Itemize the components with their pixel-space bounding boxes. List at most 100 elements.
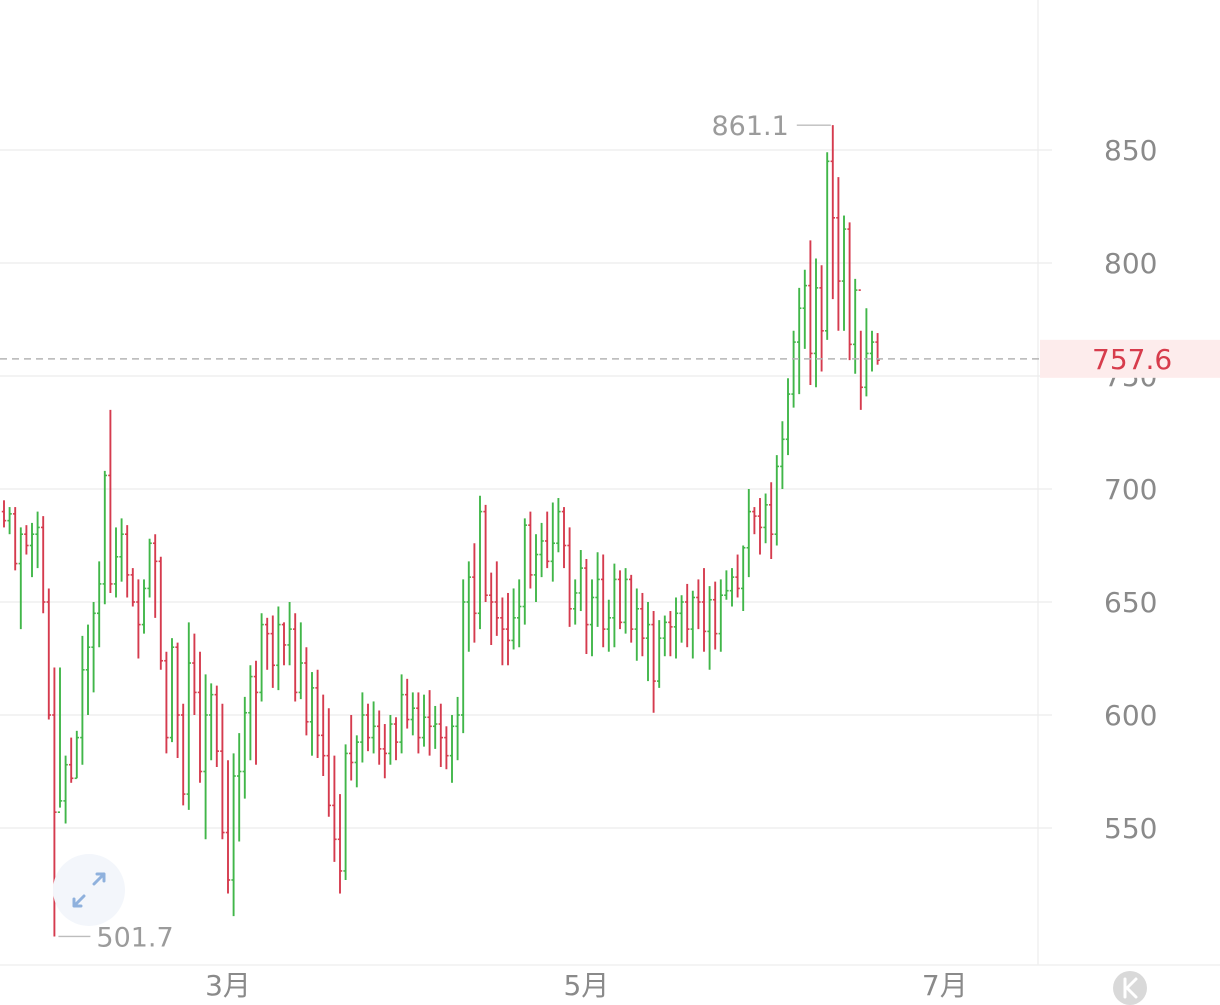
ohlc-bar [293,613,298,702]
ohlc-bar [214,685,219,767]
ohlc-bar [91,602,96,693]
ohlc-bar [629,574,634,643]
x-tick-label: 5月 [563,969,609,1002]
high-annotation: 861.1 [712,111,789,142]
ohlc-bar [63,755,68,824]
ohlc-bar [567,527,572,627]
ohlc-bar [349,715,354,781]
ohlc-bar [606,599,611,652]
ohlc-bar [371,701,376,754]
ohlc-bar [780,421,785,489]
ohlc-bar [365,703,371,752]
ohlc-bar [270,615,275,688]
ohlc-bar [326,708,331,817]
ohlc-bar [209,683,214,761]
ohlc-bar [13,507,18,571]
ohlc-bar [421,694,427,747]
ohlc-bar [231,753,236,917]
kline-badge-glyph [1123,977,1138,999]
ohlc-bar [253,660,259,765]
overlay: 861.1 501.7 757.6 [0,111,1220,1005]
ohlc-bar [354,735,359,788]
ohlc-bar [169,638,175,743]
ohlc-bar [707,586,712,670]
ohlc-bar [281,622,287,666]
ohlc-bar [24,525,29,555]
ohlc-bar [847,222,852,361]
ohlc-bar [662,615,667,657]
ohlc-bar [237,733,242,842]
ohlc-bar [438,703,443,767]
ohlc-bar [461,579,466,734]
ohlc-bar [640,592,645,657]
ohlc-bar [545,511,550,569]
ohlc-bar [511,588,516,650]
ohlc-bar [147,538,152,598]
ohlc-bar [74,730,79,780]
ohlc-bar [477,495,483,630]
ohlc-bar [836,177,841,331]
ohlc-bar [18,527,23,630]
ohlc-bar [696,579,701,630]
ohlc-bar [315,669,320,758]
ohlc-bar [718,579,723,652]
ohlc-bar [651,611,656,713]
ohlc-bar [864,308,869,397]
x-axis: 3月 5月 7月 [205,969,968,1002]
ohlc-bar [276,606,281,691]
ohlc-bar [589,579,595,657]
ohlc-bar [192,633,197,715]
expand-icon-bg [53,854,125,926]
ohlc-bar [623,568,628,634]
ohlc-bar [634,588,639,661]
ohlc-bar [427,690,432,756]
ohlc-bar [774,455,779,546]
ohlc-bar [869,330,875,372]
ohlc-bar [7,507,12,535]
ohlc-bar [164,651,169,754]
ohlc-bar [561,507,567,569]
ohlc-bar [741,545,746,612]
ohlc-bar [57,667,63,813]
ohlc-bar [533,534,539,602]
ohlc-bar [175,642,180,758]
ohlc-bar [304,647,309,736]
ohlc-bar [388,715,393,765]
ohlc-bar [405,678,410,729]
ohlc-bar [203,674,208,840]
ohlc-bar [483,504,488,602]
ohlc-bar [539,522,544,578]
ohlc-bar [113,527,119,598]
ohlc-bar [265,617,270,670]
ohlc-bar [399,674,404,754]
y-tick-label: 800 [1104,247,1157,280]
ohlc-bar [595,552,600,627]
ohlc-bar [377,710,382,765]
ohlc-bar [550,502,555,582]
ohlc-bar [69,737,74,783]
ohlc-bar [528,511,533,589]
ohlc-bar [690,590,695,659]
ohlc-bar [1,500,7,528]
expand-icon[interactable] [53,854,125,926]
ohlc-bar [360,692,365,763]
ohlc-bar [130,568,135,607]
ohlc-bar [416,692,421,754]
y-tick-label: 600 [1104,699,1157,732]
ohlc-bar [466,561,471,652]
ohlc-bar [287,602,292,666]
ohlc-bar [746,489,751,578]
ohlc-bar [343,744,348,880]
ohlc-bar [449,715,455,783]
kline-badge-icon[interactable] [1113,971,1147,1005]
ohlc-bar [830,125,835,300]
x-tick-label: 3月 [205,969,251,1002]
ohlc-bar [332,755,337,862]
ohlc-bar [517,579,522,648]
low-annotation: 501.7 [96,922,173,953]
ohlc-bar [220,703,225,840]
ohlc-bar [181,703,186,806]
ohlc-bar [791,330,796,408]
ohlc-bar [298,622,303,700]
